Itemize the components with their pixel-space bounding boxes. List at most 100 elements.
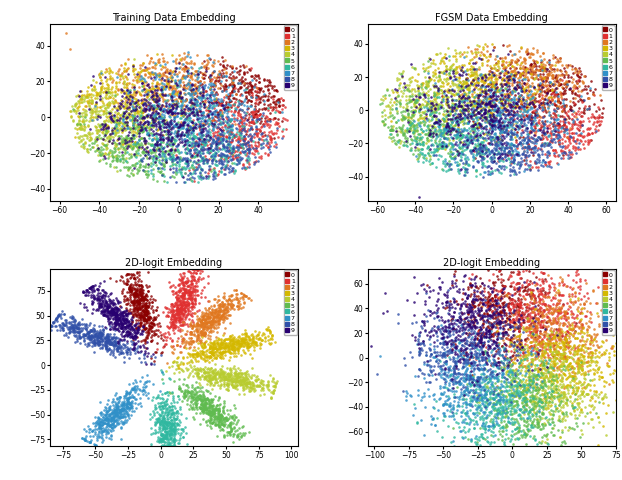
- Point: [175, 77, 185, 84]
- Point: [222, 348, 232, 355]
- Point: [193, 350, 203, 358]
- Point: [96, 330, 106, 338]
- Point: [156, 452, 166, 459]
- Point: [506, 381, 516, 389]
- Point: [503, 82, 513, 89]
- Point: [409, 132, 419, 140]
- Point: [570, 289, 580, 297]
- Point: [469, 110, 479, 118]
- Point: [477, 288, 487, 295]
- Point: [596, 307, 606, 314]
- Point: [499, 412, 509, 420]
- Point: [510, 369, 520, 376]
- Point: [431, 108, 441, 116]
- Point: [585, 317, 595, 325]
- Point: [164, 427, 174, 435]
- Point: [210, 81, 220, 89]
- Point: [439, 116, 448, 123]
- Point: [514, 315, 524, 323]
- Point: [588, 336, 598, 344]
- Point: [189, 153, 199, 160]
- Point: [98, 150, 108, 158]
- Point: [192, 86, 202, 94]
- Point: [197, 80, 207, 88]
- Point: [527, 286, 537, 293]
- Point: [423, 82, 433, 90]
- Point: [104, 118, 114, 125]
- Point: [188, 158, 198, 166]
- Point: [516, 368, 526, 376]
- Point: [109, 417, 119, 424]
- Point: [478, 159, 488, 167]
- Point: [103, 307, 113, 314]
- Point: [139, 293, 149, 300]
- Point: [195, 339, 205, 347]
- Point: [200, 354, 210, 362]
- Point: [494, 319, 504, 326]
- Point: [490, 380, 500, 387]
- Point: [565, 148, 575, 156]
- Point: [575, 145, 585, 153]
- Point: [528, 378, 538, 386]
- Point: [539, 374, 549, 382]
- Point: [178, 456, 188, 464]
- Point: [193, 315, 203, 323]
- Point: [531, 323, 541, 330]
- Point: [525, 96, 535, 103]
- Point: [448, 338, 458, 346]
- Point: [407, 319, 417, 326]
- Point: [508, 116, 518, 123]
- Point: [583, 349, 593, 357]
- Point: [74, 318, 84, 325]
- Point: [453, 83, 463, 90]
- Point: [101, 345, 111, 352]
- Point: [124, 95, 134, 103]
- Point: [475, 311, 485, 319]
- Point: [538, 361, 548, 369]
- Point: [190, 102, 200, 109]
- Point: [533, 97, 543, 105]
- Point: [541, 346, 551, 353]
- Point: [94, 337, 104, 345]
- Point: [101, 104, 111, 111]
- Point: [146, 54, 156, 62]
- Point: [509, 109, 519, 117]
- Point: [420, 326, 430, 334]
- Point: [396, 80, 406, 87]
- Point: [422, 97, 432, 105]
- Point: [274, 97, 284, 105]
- Point: [545, 324, 555, 332]
- Point: [225, 122, 234, 130]
- Point: [165, 111, 175, 119]
- Point: [141, 303, 151, 311]
- Point: [444, 165, 454, 172]
- Point: [482, 411, 492, 419]
- Point: [531, 127, 541, 134]
- Point: [463, 92, 473, 99]
- Point: [527, 332, 537, 339]
- Point: [541, 325, 550, 333]
- Point: [440, 375, 450, 383]
- Point: [522, 428, 532, 435]
- Point: [113, 411, 123, 419]
- Point: [550, 373, 560, 381]
- Point: [435, 75, 445, 83]
- Point: [558, 393, 568, 401]
- Point: [414, 108, 424, 115]
- Point: [214, 410, 224, 418]
- Point: [548, 348, 558, 355]
- Point: [86, 283, 96, 291]
- Point: [187, 384, 197, 391]
- Point: [157, 164, 167, 172]
- Point: [177, 289, 187, 297]
- Point: [96, 302, 106, 310]
- Point: [207, 375, 217, 383]
- Point: [434, 137, 443, 144]
- Point: [539, 431, 549, 438]
- Point: [558, 147, 568, 155]
- Point: [129, 340, 139, 348]
- Point: [118, 102, 128, 109]
- Point: [174, 153, 183, 160]
- Point: [129, 386, 139, 394]
- Point: [79, 143, 89, 150]
